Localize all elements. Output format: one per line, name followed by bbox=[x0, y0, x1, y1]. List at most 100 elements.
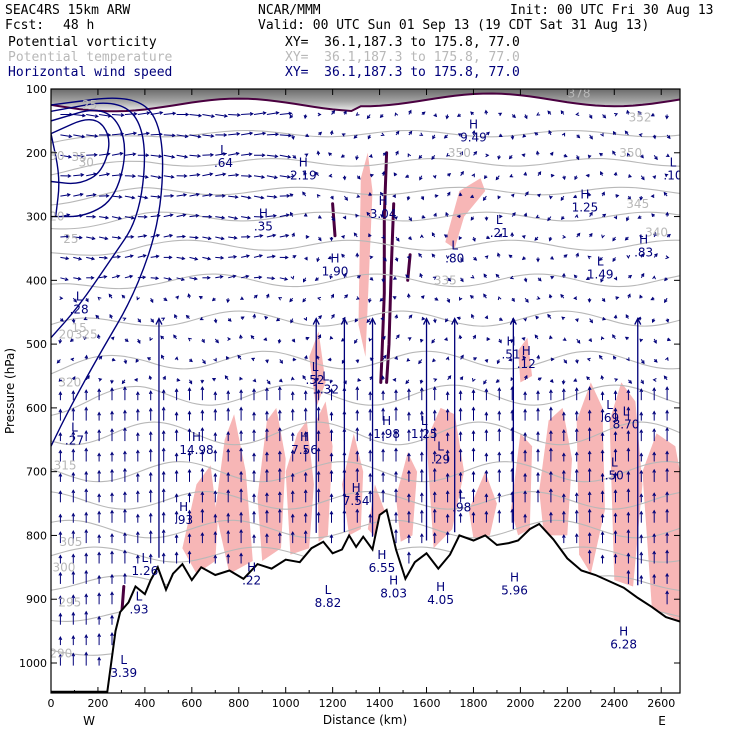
wind-vector-head bbox=[117, 216, 123, 220]
wind-vector-head bbox=[663, 191, 668, 196]
wind-vector-head bbox=[654, 253, 658, 257]
wind-vector-head bbox=[265, 428, 269, 432]
wind-vector-head bbox=[561, 411, 566, 416]
wind-vector-head bbox=[318, 237, 322, 242]
wind-vector-head bbox=[314, 171, 319, 176]
wind-vector-head bbox=[240, 296, 245, 300]
wind-vector-head bbox=[318, 131, 323, 136]
wind-vector-head bbox=[499, 317, 504, 321]
wind-vector bbox=[266, 255, 275, 258]
wind-vector-head bbox=[211, 378, 216, 382]
wind-vector-head bbox=[626, 254, 631, 259]
wind-vector-head bbox=[394, 216, 398, 221]
wind-vector-head bbox=[536, 471, 540, 476]
wind-vector-head bbox=[598, 257, 603, 262]
pv-extremum-value: 8.03 bbox=[380, 586, 407, 600]
wind-vector-head bbox=[368, 154, 373, 158]
wind-vector-head bbox=[624, 336, 629, 341]
pv-extremum-type: H bbox=[247, 561, 256, 575]
wind-vector-head bbox=[498, 339, 502, 344]
wind-vector-head bbox=[97, 510, 102, 515]
wind-vector-head bbox=[58, 612, 63, 617]
wind-vector-head bbox=[381, 431, 385, 435]
wind-vector-head bbox=[394, 511, 398, 516]
wind-vector-head bbox=[180, 277, 186, 281]
wind-vector-head bbox=[247, 195, 252, 200]
wind-vector-head bbox=[58, 513, 63, 518]
wind-vector-head bbox=[549, 447, 553, 452]
field-wind-xy: XY= 36.1,187.3 to 175.8, 77.0 bbox=[285, 65, 520, 80]
wind-vector-head bbox=[562, 337, 567, 341]
wind-vector-head bbox=[639, 411, 644, 416]
pv-extremum-value: .21 bbox=[490, 226, 509, 240]
wind-vector-head bbox=[71, 512, 76, 517]
plot-area: 290 295 300 305 315 320 325 335 340 345 350 350 352 3… bbox=[49, 89, 680, 693]
wind-vector-head bbox=[135, 513, 140, 518]
wind-vector-head bbox=[562, 234, 567, 239]
wind-vector bbox=[241, 153, 252, 156]
wind-vector-head bbox=[340, 235, 346, 239]
wind-vector-head bbox=[574, 533, 579, 537]
wind-vector-head bbox=[174, 510, 179, 515]
wind-vector-head bbox=[97, 592, 102, 597]
wind-vector-head bbox=[665, 508, 669, 513]
wind-vector-head bbox=[612, 130, 617, 135]
wind-vector-head bbox=[148, 407, 153, 412]
wind-vector-head bbox=[252, 411, 256, 416]
wind-vector-head bbox=[445, 432, 450, 436]
wind-vector bbox=[111, 236, 121, 239]
pv-contour-tropopause bbox=[51, 92, 680, 113]
wind-vector-head bbox=[104, 236, 109, 241]
wind-vector-head bbox=[472, 237, 476, 242]
updraft-vector-head bbox=[422, 317, 431, 325]
theta-isentrope bbox=[51, 273, 680, 290]
wind-vector-head bbox=[84, 651, 89, 656]
wind-vector-head bbox=[431, 339, 435, 344]
model-title: SEAC4RS 15km ARW bbox=[5, 3, 131, 18]
wind-vector-head bbox=[58, 571, 63, 576]
wind-vector-head bbox=[382, 335, 386, 340]
wind-vector-head bbox=[195, 213, 200, 218]
forecast-hours: 48 h bbox=[63, 18, 95, 33]
wind-vector-head bbox=[71, 530, 76, 534]
wind-vector-head bbox=[602, 213, 607, 218]
wind-vector-head bbox=[252, 493, 256, 498]
wind-vector bbox=[150, 112, 163, 115]
wind-vector bbox=[253, 112, 266, 115]
wind-vector-head bbox=[356, 194, 361, 198]
pv-extremum-value: 1.98 bbox=[373, 427, 400, 441]
wind-vector-head bbox=[123, 409, 127, 414]
wind-vector-head bbox=[471, 430, 476, 434]
wind-vector-head bbox=[419, 234, 424, 239]
wind-vector-head bbox=[273, 214, 277, 218]
updraft-vector-head bbox=[368, 317, 377, 325]
wind-vector-head bbox=[508, 254, 513, 259]
wind-vector-head bbox=[146, 111, 151, 115]
wind-vector-head bbox=[224, 375, 229, 379]
wind-vector-head bbox=[135, 472, 140, 477]
wind-vector bbox=[73, 193, 83, 197]
wind-vector-head bbox=[265, 451, 269, 456]
y-axis-label: Pressure (hPa) bbox=[3, 348, 17, 434]
wind-vector-head bbox=[473, 357, 478, 361]
wind-vector-head bbox=[407, 452, 411, 457]
wind-vector-head bbox=[549, 389, 553, 394]
wind-speed-label: 20 bbox=[49, 210, 64, 224]
wind-vector-head bbox=[547, 110, 552, 115]
wind-vector-head bbox=[627, 293, 631, 298]
wind-vector-head bbox=[443, 134, 448, 139]
wind-vector-head bbox=[573, 274, 578, 279]
wind-vector-head bbox=[157, 194, 162, 199]
wind-vector-head bbox=[381, 489, 385, 494]
wind-vector-head bbox=[277, 427, 282, 431]
wind-vector-head bbox=[471, 173, 475, 178]
wind-vector-head bbox=[380, 214, 384, 218]
wind-vector-head bbox=[613, 390, 618, 395]
wind-vector-head bbox=[285, 213, 290, 217]
wind-vector-head bbox=[368, 432, 373, 436]
wind-vector-head bbox=[420, 295, 425, 299]
wind-vector-head bbox=[329, 452, 334, 457]
wind-vector-head bbox=[272, 233, 277, 238]
wind-vector-head bbox=[418, 360, 422, 365]
wind-vector-head bbox=[392, 296, 397, 300]
